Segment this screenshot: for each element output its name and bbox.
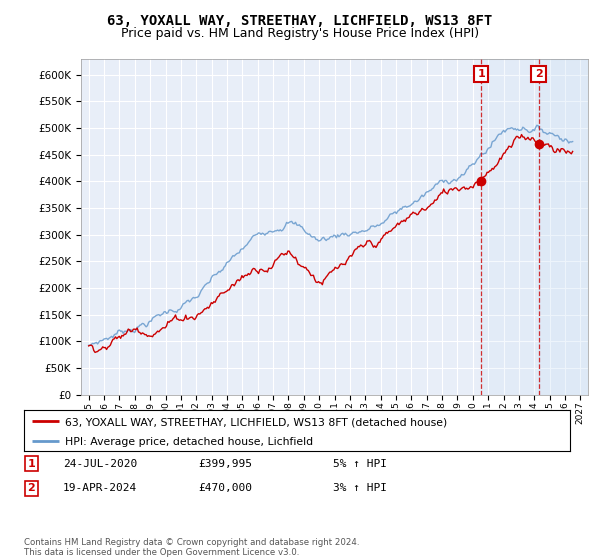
Text: 1: 1 [28, 459, 35, 469]
Text: £399,995: £399,995 [198, 459, 252, 469]
Text: 63, YOXALL WAY, STREETHAY, LICHFIELD, WS13 8FT (detached house): 63, YOXALL WAY, STREETHAY, LICHFIELD, WS… [65, 418, 447, 428]
Text: 1: 1 [478, 69, 485, 79]
Text: HPI: Average price, detached house, Lichfield: HPI: Average price, detached house, Lich… [65, 437, 313, 447]
Text: £470,000: £470,000 [198, 483, 252, 493]
Text: 2: 2 [28, 483, 35, 493]
Text: 2: 2 [535, 69, 542, 79]
Text: Contains HM Land Registry data © Crown copyright and database right 2024.
This d: Contains HM Land Registry data © Crown c… [24, 538, 359, 557]
Text: 5% ↑ HPI: 5% ↑ HPI [333, 459, 387, 469]
Bar [481, 59, 539, 395]
Bar [539, 59, 588, 395]
Text: 19-APR-2024: 19-APR-2024 [63, 483, 137, 493]
Text: Price paid vs. HM Land Registry's House Price Index (HPI): Price paid vs. HM Land Registry's House … [121, 27, 479, 40]
Text: 24-JUL-2020: 24-JUL-2020 [63, 459, 137, 469]
Text: 3% ↑ HPI: 3% ↑ HPI [333, 483, 387, 493]
Text: 63, YOXALL WAY, STREETHAY, LICHFIELD, WS13 8FT: 63, YOXALL WAY, STREETHAY, LICHFIELD, WS… [107, 14, 493, 28]
